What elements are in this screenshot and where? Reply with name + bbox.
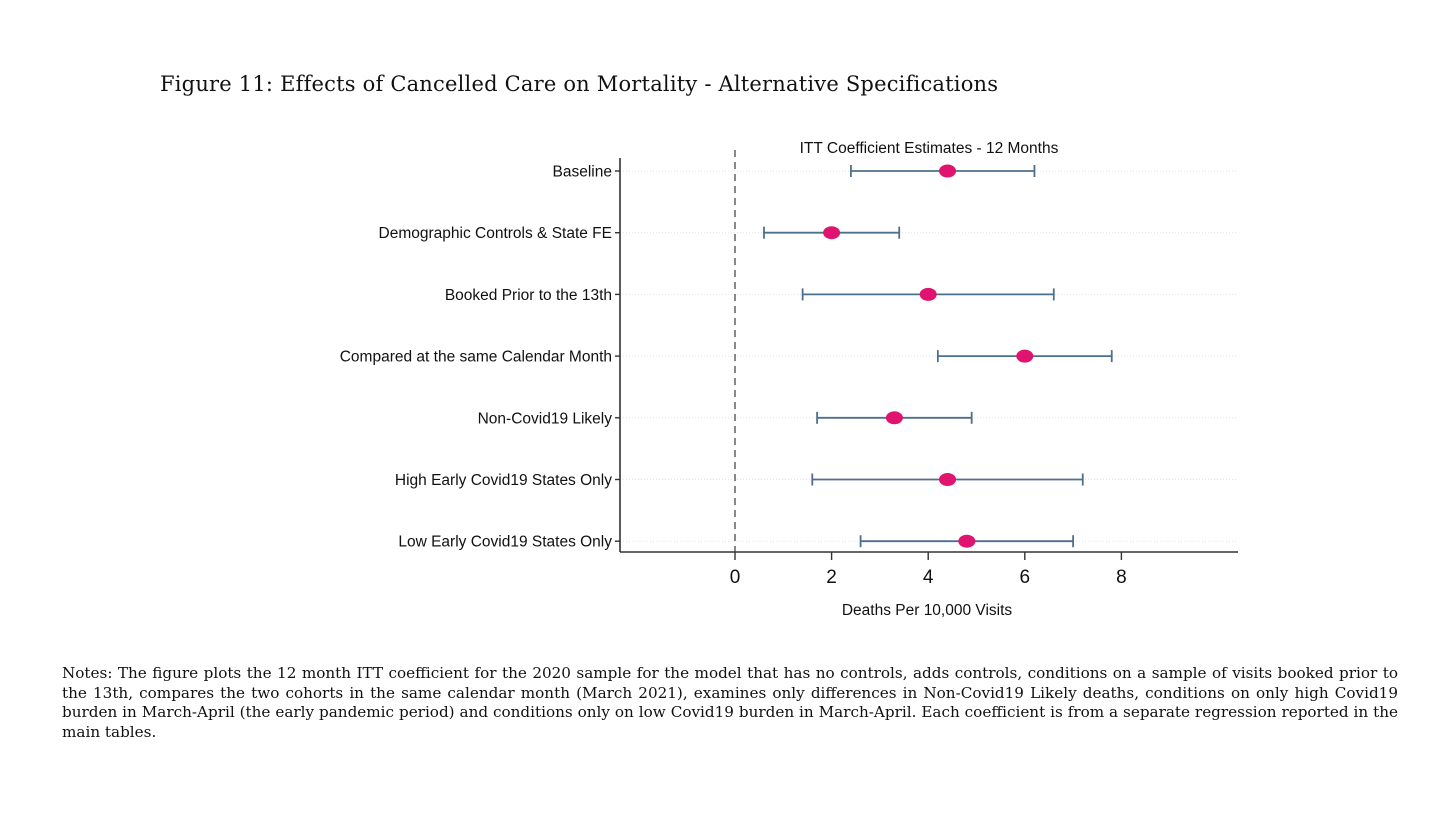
x-tick-label: 8 <box>1116 567 1127 588</box>
coefficient-marks <box>763 164 1113 548</box>
y-tick-label: Demographic Controls & State FE <box>379 225 612 242</box>
figure-notes: Notes: The figure plots the 12 month ITT… <box>62 664 1398 741</box>
x-tick-label: 4 <box>923 567 934 588</box>
y-tick-label: Baseline <box>553 164 612 181</box>
x-tick-label: 0 <box>730 567 741 588</box>
y-tick-label: Non-Covid19 Likely <box>478 410 613 427</box>
y-axis-labels: Baseline Demographic Controls & State FE B… <box>340 164 620 551</box>
point-estimate <box>939 164 957 178</box>
x-tick-label: 2 <box>826 567 837 588</box>
point-estimate <box>885 411 903 425</box>
y-tick-label: Compared at the same Calendar Month <box>340 349 612 366</box>
coefficient-plot: 0 2 4 6 8 Baseline Demographic Controls & Sta… <box>340 140 1238 619</box>
point-estimate <box>958 534 976 548</box>
x-tick-label: 6 <box>1020 567 1031 588</box>
x-axis-label: Deaths Per 10,000 Visits <box>842 602 1013 619</box>
gridlines <box>620 170 1238 542</box>
point-estimate <box>939 473 957 486</box>
y-tick-label: Low Early Covid19 States Only <box>398 534 612 551</box>
y-tick-label: High Early Covid19 States Only <box>395 472 612 489</box>
point-estimate <box>1016 349 1034 363</box>
x-axis-ticks: 0 2 4 6 8 <box>730 552 1127 588</box>
point-estimate <box>823 226 841 240</box>
point-estimate <box>919 287 937 301</box>
figure-title: Figure 11: Effects of Cancelled Care on … <box>160 72 999 96</box>
chart-title: ITT Coefficient Estimates - 12 Months <box>800 140 1059 157</box>
y-tick-label: Booked Prior to the 13th <box>445 287 612 304</box>
